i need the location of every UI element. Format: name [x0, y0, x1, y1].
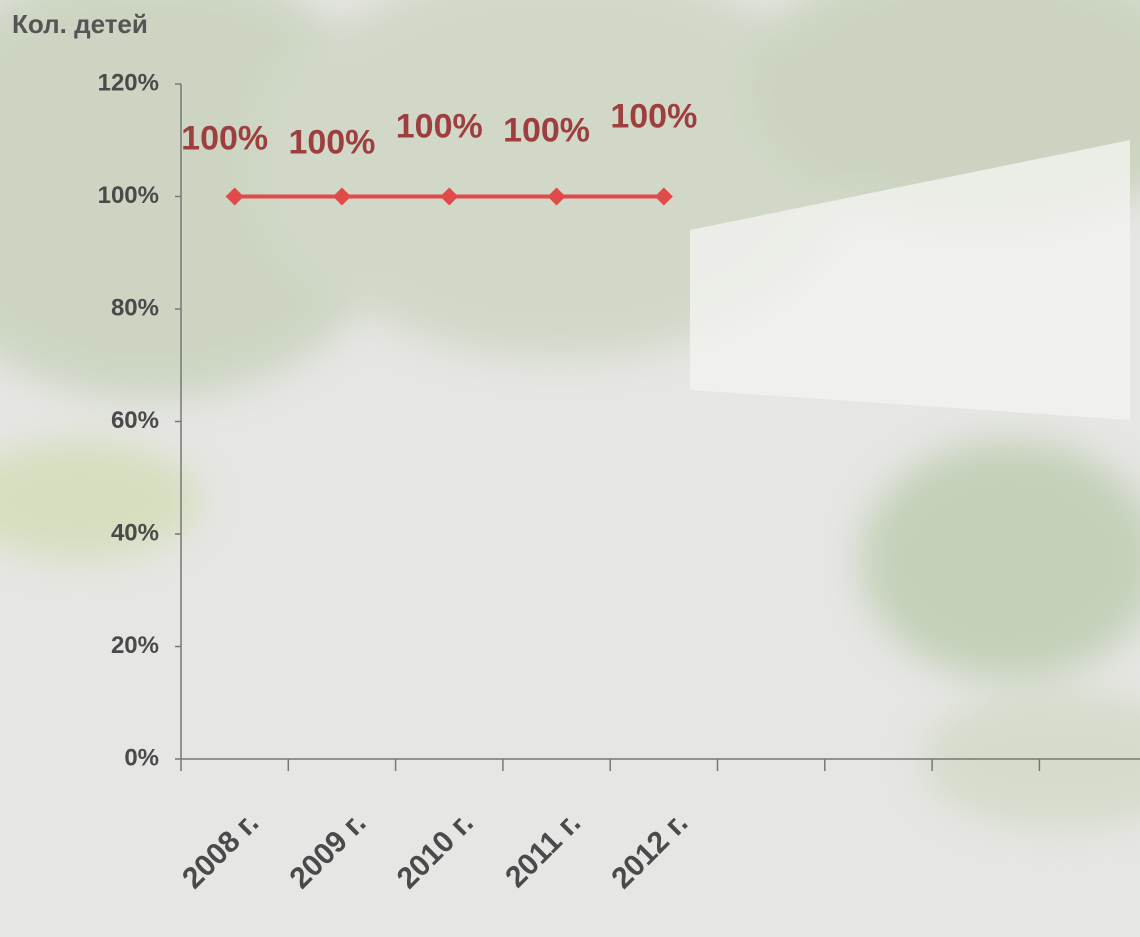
y-tick-label: 100%	[98, 182, 159, 209]
y-tick-label: 60%	[111, 407, 159, 434]
y-tick-label: 120%	[98, 69, 159, 96]
value-label: 100%	[610, 97, 697, 135]
chart-title: Кол. детей	[12, 9, 148, 39]
y-tick-label: 0%	[124, 744, 159, 771]
y-tick-label: 80%	[111, 294, 159, 321]
data-point	[332, 187, 351, 206]
value-label: 100%	[396, 107, 483, 145]
data-point	[547, 187, 566, 206]
value-label: 100%	[503, 111, 590, 149]
data-point	[440, 187, 459, 206]
data-point	[225, 187, 244, 206]
value-label: 100%	[181, 119, 268, 157]
data-point	[654, 187, 673, 206]
y-tick-label: 20%	[111, 632, 159, 659]
value-label: 100%	[288, 123, 375, 161]
y-tick-label: 40%	[111, 519, 159, 546]
